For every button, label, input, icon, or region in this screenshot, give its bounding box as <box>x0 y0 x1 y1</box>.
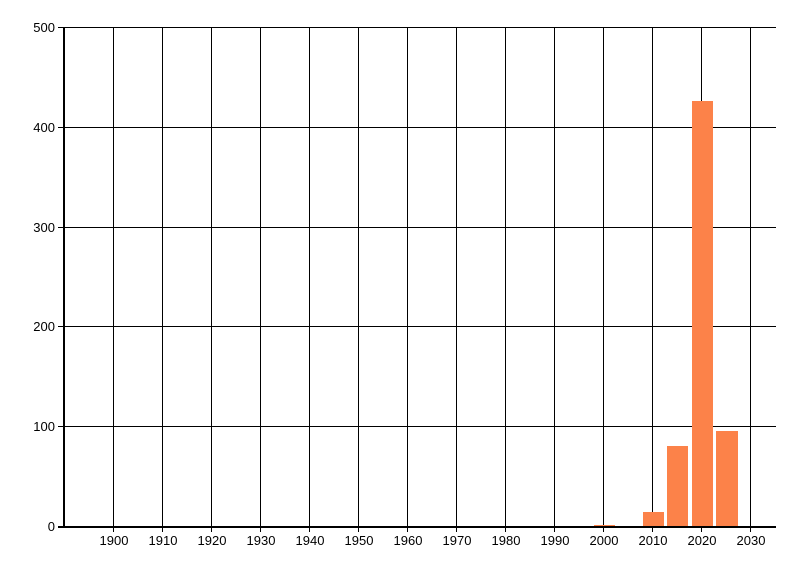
gridline-x-1960 <box>407 28 408 532</box>
gridline-x-2030 <box>750 28 751 532</box>
x-tick-label-2030: 2030 <box>736 533 766 548</box>
gridline-y-100 <box>58 426 776 427</box>
x-tick-label-2000: 2000 <box>589 533 619 548</box>
bar-2020 <box>692 101 713 527</box>
gridline-x-2000 <box>603 28 604 532</box>
y-tick-label-300: 300 <box>33 220 55 235</box>
x-tick-label-1990: 1990 <box>540 533 570 548</box>
x-tick-label-1910: 1910 <box>148 533 178 548</box>
gridline-x-1920 <box>211 28 212 532</box>
bar-2015 <box>667 446 688 527</box>
y-tick-label-100: 100 <box>33 419 55 434</box>
gridline-y-400 <box>58 127 776 128</box>
bar-2010 <box>643 512 664 527</box>
x-tick-label-1900: 1900 <box>99 533 129 548</box>
x-tick-label-1940: 1940 <box>295 533 325 548</box>
gridline-x-1900 <box>113 28 114 532</box>
y-tick-label-400: 400 <box>33 120 55 135</box>
gridline-x-1950 <box>358 28 359 532</box>
gridline-x-2010 <box>652 28 653 532</box>
y-tick-label-500: 500 <box>33 20 55 35</box>
x-tick-label-2020: 2020 <box>687 533 717 548</box>
x-tick-label-1980: 1980 <box>491 533 521 548</box>
gridline-y-300 <box>58 227 776 228</box>
gridline-x-1930 <box>260 28 261 532</box>
y-axis-line <box>63 28 65 527</box>
bar-2025 <box>716 431 738 527</box>
y-tick-label-0: 0 <box>47 519 55 534</box>
x-tick-label-1960: 1960 <box>393 533 423 548</box>
x-tick-label-1950: 1950 <box>344 533 374 548</box>
gridline-y-200 <box>58 326 776 327</box>
x-axis-line <box>58 526 776 528</box>
x-tick-label-1970: 1970 <box>442 533 472 548</box>
x-tick-label-1930: 1930 <box>246 533 276 548</box>
plot-area <box>58 27 776 532</box>
gridline-x-1940 <box>309 28 310 532</box>
gridline-x-1980 <box>505 28 506 532</box>
y-tick-label-200: 200 <box>33 319 55 334</box>
gridline-y-500 <box>58 27 776 28</box>
x-tick-label-1920: 1920 <box>197 533 227 548</box>
x-tick-label-2010: 2010 <box>638 533 668 548</box>
gridline-x-1910 <box>162 28 163 532</box>
gridline-x-1970 <box>456 28 457 532</box>
gridline-x-1990 <box>554 28 555 532</box>
